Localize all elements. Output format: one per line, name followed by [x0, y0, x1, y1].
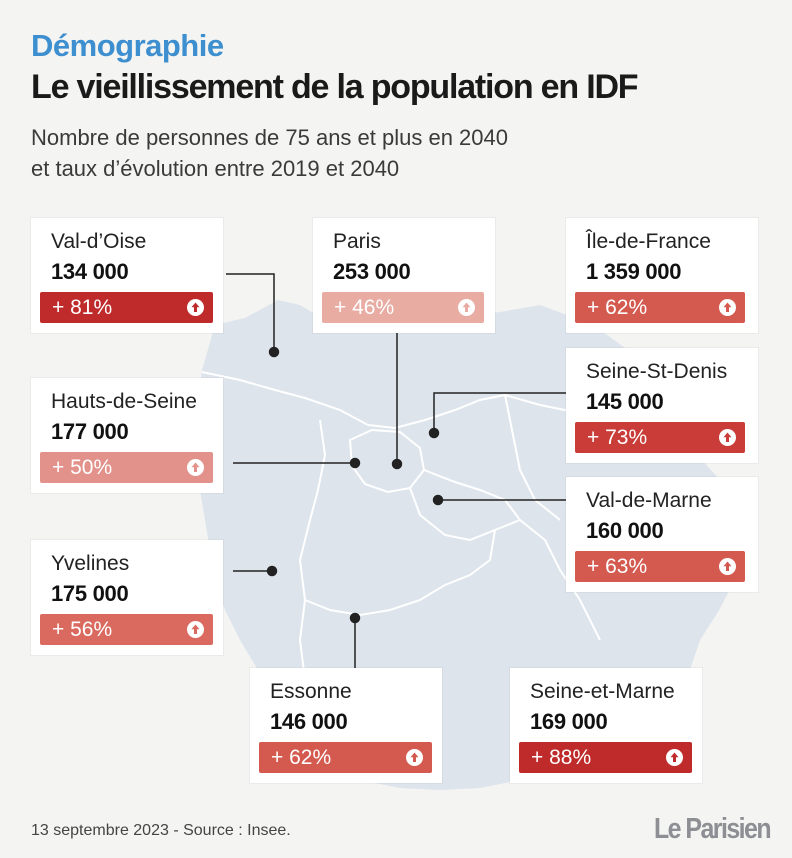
department-name: Seine-St-Denis	[586, 360, 728, 383]
change-percent: + 46%	[334, 296, 395, 319]
department-name: Val-d’Oise	[51, 230, 147, 253]
card-essonne: Essonne 146 000 + 62%	[250, 668, 442, 783]
change-percent: + 63%	[587, 555, 648, 578]
change-percent: + 62%	[271, 746, 332, 769]
arrow-up-circle-icon	[187, 621, 204, 638]
card-yvelines: Yvelines 175 000 + 56%	[31, 540, 223, 655]
change-badge: + 63%	[575, 551, 745, 582]
arrow-up-circle-icon	[719, 429, 736, 446]
subtitle-line-2: et taux d’évolution entre 2019 et 2040	[31, 156, 400, 181]
population-value: 1 359 000	[586, 259, 682, 284]
population-value: 169 000	[530, 709, 608, 734]
arrow-up-circle-icon	[187, 299, 204, 316]
arrow-up-circle-icon	[666, 749, 683, 766]
leader-lines	[226, 273, 566, 668]
population-value: 146 000	[270, 709, 348, 734]
department-name: Val-de-Marne	[586, 489, 712, 512]
population-value: 134 000	[51, 259, 129, 284]
change-badge: + 46%	[322, 292, 484, 323]
department-name: Seine-et-Marne	[530, 680, 675, 703]
change-percent: + 88%	[531, 746, 592, 769]
card-val-d-oise: Val-d’Oise 134 000 + 81%	[31, 218, 223, 333]
arrow-up-circle-icon	[406, 749, 423, 766]
card-ile-de-france: Île-de-France 1 359 000 + 62%	[566, 218, 758, 333]
change-badge: + 56%	[40, 614, 213, 645]
change-percent: + 50%	[52, 456, 113, 479]
source-note: 13 septembre 2023 - Source : Insee.	[31, 822, 291, 839]
department-name: Hauts-de-Seine	[51, 390, 197, 413]
department-name: Yvelines	[51, 552, 130, 575]
population-value: 177 000	[51, 419, 129, 444]
card-hauts-de-seine: Hauts-de-Seine 177 000 + 50%	[31, 378, 223, 493]
arrow-up-circle-icon	[187, 459, 204, 476]
subtitle: Nombre de personnes de 75 ans et plus en…	[31, 122, 591, 184]
change-badge: + 62%	[259, 742, 432, 773]
population-value: 175 000	[51, 581, 129, 606]
card-val-de-marne: Val-de-Marne 160 000 + 63%	[566, 477, 758, 592]
change-percent: + 56%	[52, 618, 113, 641]
leader-val-doise	[226, 273, 275, 352]
le-parisien-logo: Le Parisien	[654, 813, 772, 845]
kicker: Démographie	[31, 28, 224, 63]
card-seine-et-marne: Seine-et-Marne 169 000 + 88%	[510, 668, 702, 783]
page-title: Le vieillissement de la population en ID…	[31, 68, 639, 106]
change-badge: + 88%	[519, 742, 692, 773]
department-name: Essonne	[270, 680, 352, 703]
department-name: Île-de-France	[586, 230, 711, 253]
arrow-up-circle-icon	[719, 558, 736, 575]
department-name: Paris	[333, 230, 381, 253]
population-value: 145 000	[586, 389, 664, 414]
change-badge: + 81%	[40, 292, 213, 323]
subtitle-line-1: Nombre de personnes de 75 ans et plus en…	[31, 125, 508, 150]
card-paris: Paris 253 000 + 46%	[313, 218, 495, 333]
change-badge: + 62%	[575, 292, 745, 323]
arrow-up-circle-icon	[458, 299, 475, 316]
change-percent: + 73%	[587, 426, 648, 449]
population-value: 253 000	[333, 259, 411, 284]
population-value: 160 000	[586, 518, 664, 543]
change-badge: + 73%	[575, 422, 745, 453]
change-percent: + 81%	[52, 296, 113, 319]
change-badge: + 50%	[40, 452, 213, 483]
change-percent: + 62%	[587, 296, 648, 319]
leader-seine-st-denis	[433, 392, 566, 433]
arrow-up-circle-icon	[719, 299, 736, 316]
card-seine-st-denis: Seine-St-Denis 145 000 + 73%	[566, 348, 758, 463]
